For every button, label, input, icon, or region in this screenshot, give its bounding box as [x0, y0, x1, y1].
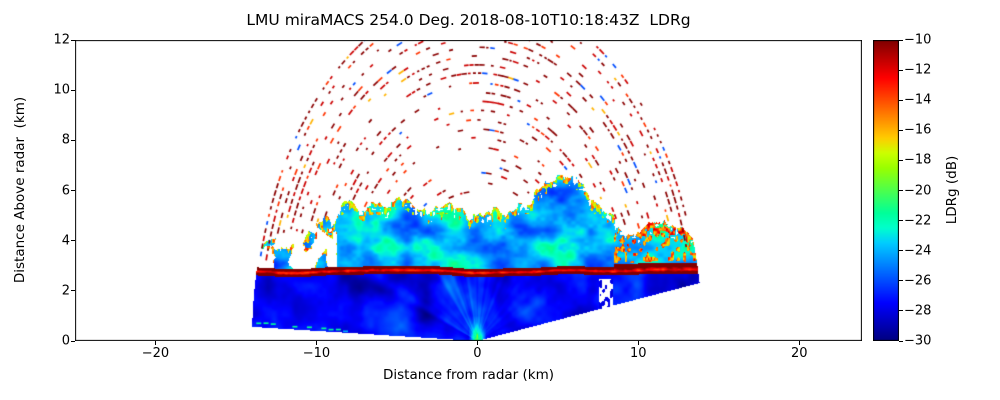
y-tick-label: 8: [61, 132, 70, 148]
colorbar-tick-mark: [899, 340, 903, 342]
colorbar-tick-mark: [899, 190, 903, 191]
chart-title: LMU miraMACS 254.0 Deg. 2018-08-10T10:18…: [246, 11, 691, 29]
y-tick-mark: [71, 190, 75, 191]
colorbar-tick-label: −30: [904, 333, 932, 349]
colorbar-tick-label: −20: [904, 183, 932, 198]
colorbar-tick-mark: [899, 159, 903, 161]
colorbar-tick-label: −28: [904, 303, 932, 319]
y-tick-mark: [71, 340, 75, 342]
y-tick-mark: [71, 240, 75, 242]
y-tick-label: 2: [61, 283, 70, 299]
colorbar-tick-mark: [899, 69, 903, 71]
y-tick-label: 6: [61, 183, 70, 198]
x-tick-mark: [798, 341, 800, 345]
y-tick-label: 0: [61, 333, 70, 349]
colorbar-tick-mark: [899, 99, 903, 101]
y-tick-label: 4: [61, 233, 70, 249]
x-tick-mark: [315, 341, 317, 345]
colorbar-tick-label: −26: [904, 273, 932, 289]
colorbar-tick-label: −18: [904, 152, 932, 168]
y-tick-label: 10: [53, 82, 70, 98]
x-tick-label: 20: [790, 346, 808, 361]
x-tick-label: −20: [141, 346, 170, 361]
colorbar-tick-label: −16: [904, 122, 932, 138]
colorbar-tick-label: −10: [904, 32, 932, 48]
y-tick-mark: [71, 139, 75, 141]
colorbar-label: LDRg (dB): [944, 155, 960, 225]
y-tick-mark: [71, 39, 75, 41]
colorbar-tick-mark: [899, 250, 903, 252]
colorbar-tick-label: −22: [904, 213, 932, 229]
radar-rhi-plot-canvas: [75, 40, 862, 341]
y-tick-mark: [71, 89, 75, 91]
y-tick-mark: [71, 290, 75, 292]
x-tick-mark: [476, 341, 478, 345]
y-axis-label: Distance Above radar (km): [12, 96, 28, 284]
colorbar-tick-label: −12: [904, 62, 932, 78]
colorbar-tick-mark: [899, 280, 903, 282]
colorbar-tick-label: −24: [904, 243, 932, 259]
colorbar-tick-mark: [899, 310, 903, 312]
colorbar-tick-mark: [899, 39, 903, 41]
colorbar-tick-label: −14: [904, 92, 932, 108]
x-tick-label: −10: [302, 346, 331, 361]
colorbar-canvas: [873, 40, 899, 341]
x-tick-mark: [154, 341, 156, 345]
x-tick-label: 0: [473, 346, 482, 361]
x-axis-label: Distance from radar (km): [382, 367, 555, 383]
colorbar-tick-mark: [899, 129, 903, 131]
x-tick-mark: [637, 341, 639, 345]
colorbar-tick-mark: [899, 220, 903, 222]
x-tick-label: 10: [630, 346, 647, 361]
y-tick-label: 12: [53, 32, 70, 48]
